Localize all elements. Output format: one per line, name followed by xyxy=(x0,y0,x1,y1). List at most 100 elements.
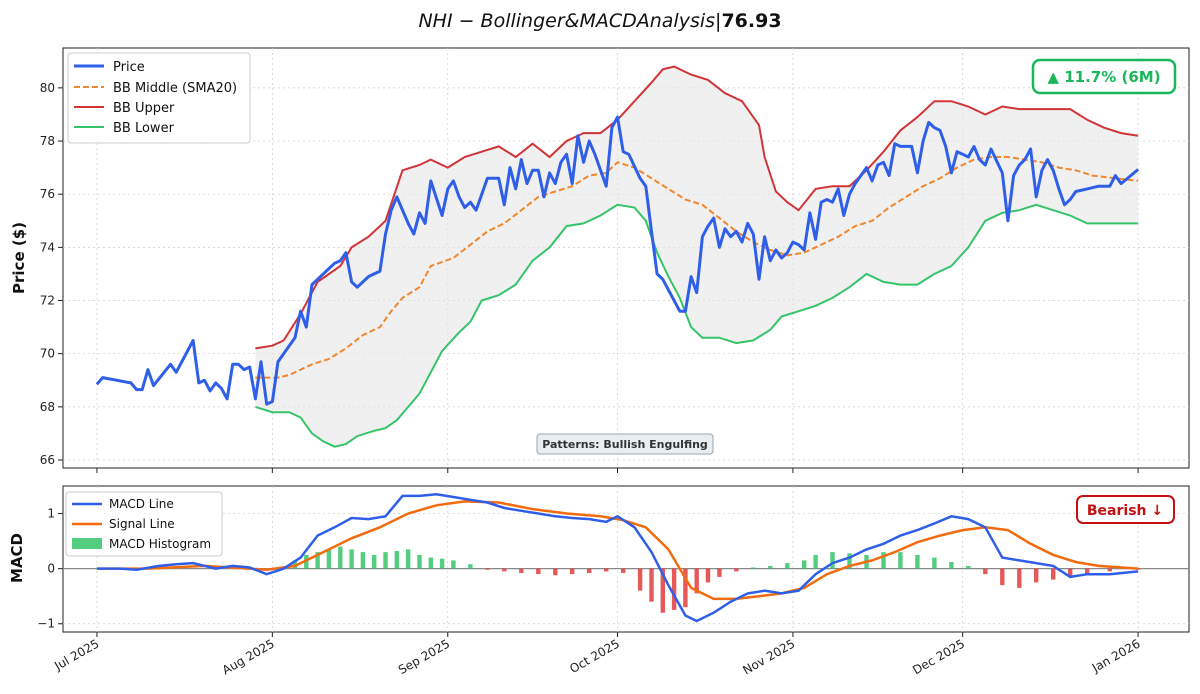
bb-upper-line xyxy=(255,65,1139,350)
macd-histogram-bar xyxy=(637,568,643,591)
x-tick-label: Sep 2025 xyxy=(396,636,452,677)
legend-label-bb-middle: BB Middle (SMA20) xyxy=(113,81,237,96)
macd-y-label: MACD xyxy=(8,533,26,583)
performance-badge-text: ▲ 11.7% (6M) xyxy=(1047,68,1160,86)
price-panel: 66 68 70 72 74 76 78 80 Price ($) Price BB Midd… xyxy=(10,47,1190,473)
macd-line xyxy=(96,493,1139,623)
patterns-annotation-text: Patterns: Bullish Engulfing xyxy=(542,438,708,451)
macd-histogram-bar xyxy=(439,558,445,569)
macd-histogram-bar xyxy=(451,560,456,569)
macd-y-axis: −1 0 1 xyxy=(37,507,63,631)
macd-histogram-bar xyxy=(915,554,920,569)
macd-histogram-bar xyxy=(683,568,688,608)
macd-y-tick-label: 0 xyxy=(47,562,55,576)
macd-histogram-bar xyxy=(519,568,524,573)
signal-line xyxy=(96,500,1139,601)
macd-histogram-bar xyxy=(881,552,886,569)
macd-histogram-bar xyxy=(383,552,388,569)
macd-histogram-bar xyxy=(360,552,366,569)
macd-histogram-bar xyxy=(1135,568,1141,570)
legend-swatch-histogram xyxy=(72,538,102,549)
macd-y-tick-label: −1 xyxy=(37,617,55,631)
price-y-tick-label: 78 xyxy=(40,134,55,148)
macd-histogram-bar xyxy=(932,557,937,569)
macd-histogram-bar xyxy=(315,552,320,569)
x-tick-label: Aug 2025 xyxy=(220,636,277,677)
macd-plot-frame xyxy=(62,485,1190,633)
price-x-ticks xyxy=(96,468,1139,473)
price-y-tick-label: 72 xyxy=(40,294,55,308)
macd-x-axis: Jul 2025 Aug 2025 Sep 2025 Oct 2025 Nov 2025… xyxy=(51,632,1143,677)
macd-histogram-bar xyxy=(372,554,377,569)
macd-histogram-bar xyxy=(1107,568,1112,572)
macd-histogram-bar xyxy=(1000,568,1005,586)
macd-y-tick-label: 1 xyxy=(47,507,55,521)
macd-histogram-bar xyxy=(1034,568,1039,583)
macd-histogram-bar xyxy=(717,568,722,577)
bollinger-band-fill xyxy=(255,66,1139,447)
macd-histogram-bar xyxy=(768,565,773,569)
signal-badge: Bearish ↓ xyxy=(1076,495,1175,524)
macd-histogram-bar xyxy=(502,568,507,572)
macd-histogram-bar xyxy=(802,560,807,569)
macd-histogram-bar xyxy=(94,568,100,569)
bb-lower-line xyxy=(255,203,1139,448)
macd-histogram-bar xyxy=(536,568,541,575)
macd-histogram-bar xyxy=(304,554,309,569)
macd-histogram-bar xyxy=(326,549,332,569)
macd-histogram-bar xyxy=(394,551,399,569)
x-tick-label: Oct 2025 xyxy=(567,636,622,676)
chart-title-text: NHI − Bollinger&MACDAnalysis| xyxy=(418,10,721,32)
macd-histogram-bar xyxy=(349,549,354,569)
price-y-tick-label: 70 xyxy=(40,347,55,361)
macd-histogram-bar xyxy=(898,552,903,569)
macd-histogram-bar xyxy=(485,568,490,570)
macd-histogram-bar xyxy=(1017,568,1022,588)
macd-histogram-bar xyxy=(705,568,711,583)
macd-histogram-bar xyxy=(813,554,818,569)
price-y-tick-label: 76 xyxy=(40,187,55,201)
macd-histogram-bar xyxy=(406,549,411,569)
macd-histogram-bar xyxy=(417,554,422,569)
price-legend: Price BB Middle (SMA20) BB Upper BB Lowe… xyxy=(67,52,251,144)
macd-panel: −1 0 1 Jul 2025 Aug 2025 Sep 2025 Oct 2025 Nov… xyxy=(8,485,1190,677)
macd-histogram-bar xyxy=(949,562,954,569)
macd-histogram-bar xyxy=(660,568,665,613)
macd-histogram-bar xyxy=(621,568,626,573)
legend-label-macd: MACD Line xyxy=(109,497,174,511)
price-y-tick-label: 74 xyxy=(40,240,55,254)
macd-histogram-bar xyxy=(604,568,609,572)
macd-histogram-bar xyxy=(751,567,756,569)
macd-grid xyxy=(63,486,1189,632)
macd-histogram-bar xyxy=(553,568,558,576)
legend-label-bb-lower: BB Lower xyxy=(113,121,175,136)
macd-histogram-bar xyxy=(468,564,473,569)
legend-label-histogram: MACD Histogram xyxy=(109,537,211,551)
price-y-tick-label: 66 xyxy=(40,453,55,467)
macd-histogram-bar xyxy=(671,568,677,610)
macd-histogram-bar xyxy=(338,546,343,569)
x-tick-label: Dec 2025 xyxy=(910,636,967,677)
price-y-tick-label: 80 xyxy=(40,81,55,95)
chart-title: NHI − Bollinger&MACDAnalysis|76.93 xyxy=(418,10,781,32)
macd-histogram-bar xyxy=(785,563,790,569)
patterns-annotation: Patterns: Bullish Engulfing xyxy=(536,433,714,455)
macd-histogram-bar xyxy=(1051,568,1056,580)
macd-histogram xyxy=(94,546,1141,613)
x-tick-label: Jan 2026 xyxy=(1089,636,1143,675)
macd-histogram-bar xyxy=(587,568,592,573)
x-tick-label: Nov 2025 xyxy=(740,636,797,677)
macd-histogram-bar xyxy=(1085,568,1090,575)
x-tick-label: Jul 2025 xyxy=(51,636,101,673)
price-y-tick-label: 68 xyxy=(40,400,55,414)
price-y-label: Price ($) xyxy=(10,222,28,294)
macd-histogram-bar xyxy=(1068,568,1073,577)
price-y-axis: 66 68 70 72 74 76 78 80 xyxy=(40,81,63,467)
macd-histogram-bar xyxy=(734,568,739,572)
price-line xyxy=(95,115,1140,406)
macd-histogram-bar xyxy=(847,553,852,569)
macd-legend: MACD Line Signal Line MACD Histogram xyxy=(65,491,223,557)
macd-histogram-bar xyxy=(694,568,699,594)
legend-label-signal: Signal Line xyxy=(109,517,175,531)
